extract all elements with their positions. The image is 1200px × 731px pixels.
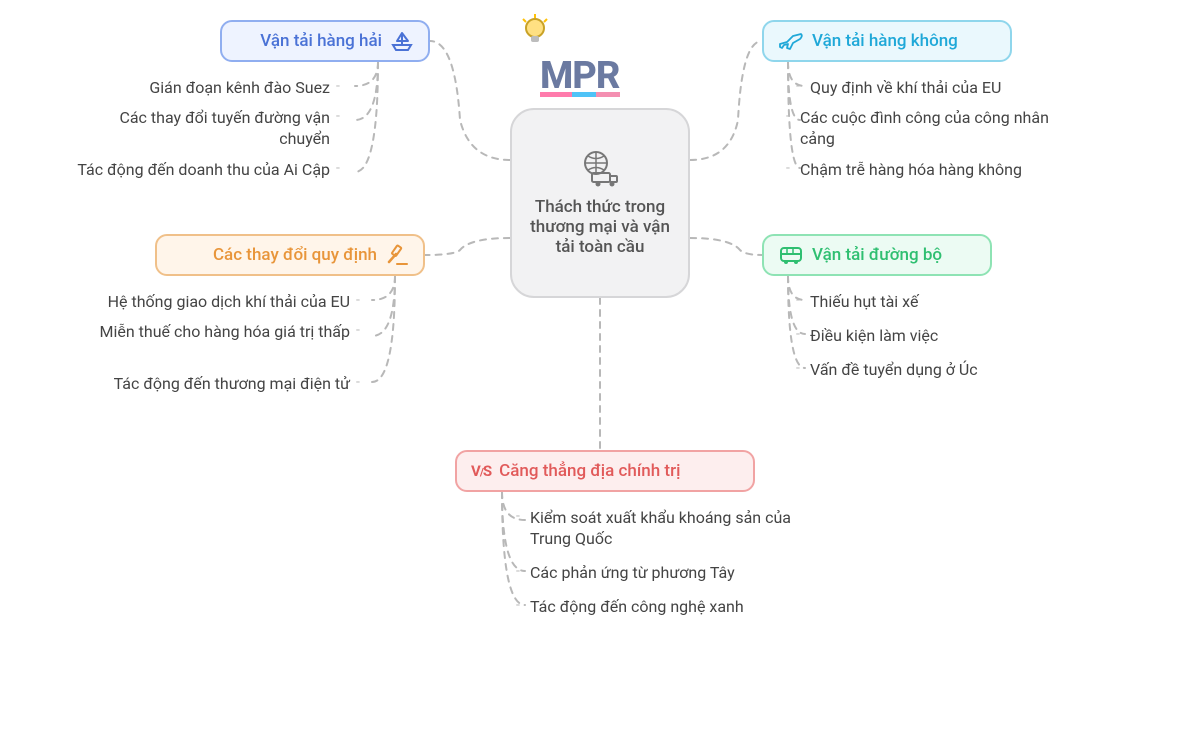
branch-label: Vận tải hàng hải <box>260 31 382 51</box>
sub-item[interactable]: Chậm trễ hàng hóa hàng không <box>800 160 1022 181</box>
tick-mark: - <box>796 326 800 342</box>
sub-item[interactable]: Tác động đến công nghệ xanh <box>530 597 744 618</box>
sub-item[interactable]: Các cuộc đình công của công nhân cảng <box>800 108 1080 150</box>
bus-icon <box>778 244 804 266</box>
branch-label: Căng thẳng địa chính trị <box>499 461 680 481</box>
sub-item[interactable]: Quy định về khí thải của EU <box>810 78 1001 99</box>
tick-mark: - <box>356 374 360 390</box>
mpr-logo: MPR <box>540 54 620 98</box>
tick-mark: - <box>356 292 360 308</box>
gavel-icon <box>385 244 409 266</box>
tick-mark: - <box>796 292 800 308</box>
tick-mark: - <box>516 508 520 524</box>
tick-mark: - <box>356 322 360 338</box>
branch-maritime[interactable]: Vận tải hàng hải <box>220 20 430 62</box>
tick-mark: - <box>336 160 340 176</box>
tick-mark: - <box>516 597 520 613</box>
plane-icon <box>778 30 804 52</box>
tick-mark: - <box>336 108 340 124</box>
branch-air[interactable]: Vận tải hàng không <box>762 20 1012 62</box>
sub-item[interactable]: Các thay đổi tuyến đường vận chuyển <box>70 108 330 150</box>
sub-item[interactable]: Thiếu hụt tài xế <box>810 292 918 313</box>
vs-icon: V/S <box>471 462 491 480</box>
branch-regulation[interactable]: Các thay đổi quy định <box>155 234 425 276</box>
sub-item[interactable]: Miễn thuế cho hàng hóa giá trị thấp <box>100 322 350 343</box>
branch-road[interactable]: Vận tải đường bộ <box>762 234 992 276</box>
sub-item[interactable]: Hệ thống giao dịch khí thải của EU <box>108 292 350 313</box>
boat-icon <box>390 30 414 52</box>
sub-item[interactable]: Các phản ứng từ phương Tây <box>530 563 735 584</box>
globe-truck-icon <box>578 149 622 189</box>
sub-item[interactable]: Tác động đến thương mại điện tử <box>114 374 350 395</box>
sub-item[interactable]: Vấn đề tuyển dụng ở Úc <box>810 360 978 381</box>
lightbulb-icon <box>520 14 550 57</box>
central-title: Thách thức trong thương mại và vận tải t… <box>526 197 674 257</box>
tick-mark: - <box>786 108 790 124</box>
tick-mark: - <box>516 563 520 579</box>
tick-mark: - <box>796 78 800 94</box>
tick-mark: - <box>786 160 790 176</box>
branch-label: Các thay đổi quy định <box>213 245 377 265</box>
sub-item[interactable]: Kiểm soát xuất khẩu khoáng sản của Trung… <box>530 508 830 550</box>
branch-geo[interactable]: V/S Căng thẳng địa chính trị <box>455 450 755 492</box>
sub-item[interactable]: Điều kiện làm việc <box>810 326 938 347</box>
sub-item[interactable]: Gián đoạn kênh đào Suez <box>149 78 330 99</box>
tick-mark: - <box>336 78 340 94</box>
branch-label: Vận tải đường bộ <box>812 245 942 265</box>
branch-label: Vận tải hàng không <box>812 31 958 51</box>
central-node[interactable]: Thách thức trong thương mại và vận tải t… <box>510 108 690 298</box>
tick-mark: - <box>796 360 800 376</box>
sub-item[interactable]: Tác động đến doanh thu của Ai Cập <box>77 160 330 181</box>
